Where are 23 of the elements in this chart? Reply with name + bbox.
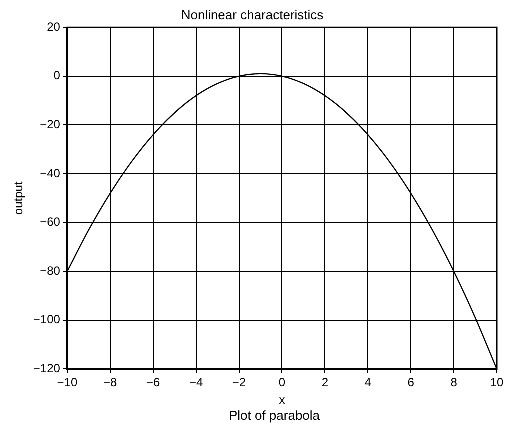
y-tick-label: 0 <box>54 68 61 83</box>
x-tick-label: −6 <box>146 376 161 390</box>
x-tick-label: 2 <box>322 376 329 390</box>
y-tick-label: −20 <box>40 118 61 132</box>
y-tick-label: −120 <box>33 362 61 376</box>
y-tick-label: −40 <box>40 166 61 180</box>
x-tick-label: −4 <box>189 376 204 390</box>
y-tick-label: −60 <box>40 215 61 230</box>
x-axis-title: x <box>279 393 286 408</box>
y-tick-label: 20 <box>47 20 61 34</box>
x-tick-label: −2 <box>232 376 246 390</box>
x-tick-label: 10 <box>490 376 504 390</box>
x-tick-label: 8 <box>450 376 458 390</box>
x-tick-label: −8 <box>104 376 118 390</box>
y-tick-label: −80 <box>40 264 61 278</box>
y-tick-label: −100 <box>33 312 61 327</box>
x-tick-label: −10 <box>57 376 78 390</box>
y-axis-title: output <box>12 181 26 216</box>
x-tick-label: 6 <box>408 376 415 390</box>
text: Plot of parabola <box>228 408 322 423</box>
x-tick-label: 4 <box>364 376 372 390</box>
x-tick-label: 0 <box>278 376 286 390</box>
chart-title: Nonlinear characteristics <box>181 7 324 22</box>
